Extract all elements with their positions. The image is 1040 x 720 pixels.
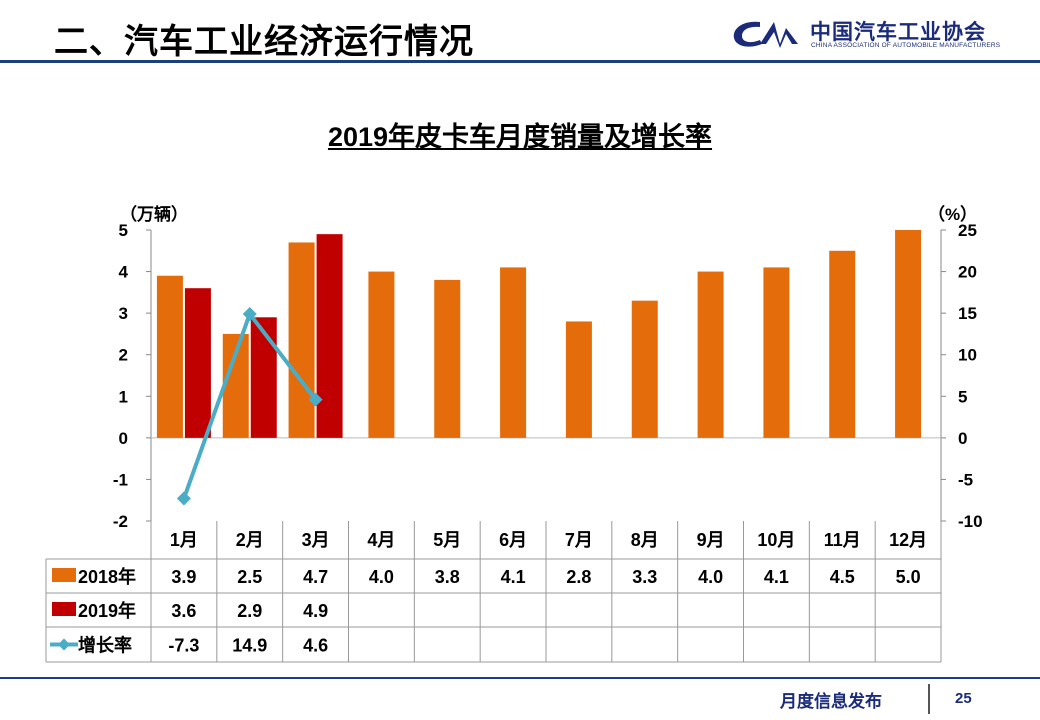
table-value: 14.9 bbox=[232, 636, 267, 656]
header-divider bbox=[0, 60, 1040, 63]
bar-2018 bbox=[763, 267, 790, 438]
table-value: 3.6 bbox=[171, 601, 196, 621]
table-value: 4.0 bbox=[369, 567, 394, 587]
left-tick-label: 2 bbox=[119, 346, 128, 365]
right-axis-unit: （%） bbox=[928, 205, 978, 224]
category-label: 9月 bbox=[697, 530, 725, 550]
table-value: 4.9 bbox=[303, 601, 328, 621]
left-tick-label: 4 bbox=[119, 263, 129, 282]
legend-label: 2019年 bbox=[78, 600, 136, 621]
right-tick-label: -10 bbox=[958, 512, 983, 531]
left-tick-label: 1 bbox=[119, 387, 128, 406]
table-value: 4.1 bbox=[764, 567, 789, 587]
table-value: 4.6 bbox=[303, 636, 328, 656]
right-tick-label: 25 bbox=[958, 221, 977, 240]
table-value: 2.9 bbox=[237, 601, 262, 621]
right-tick-label: 5 bbox=[958, 387, 967, 406]
category-label: 1月 bbox=[170, 530, 198, 550]
left-axis-unit: （万辆） bbox=[120, 205, 188, 224]
bar-2018 bbox=[288, 242, 315, 438]
cam-logo-mark bbox=[733, 21, 798, 48]
right-tick-label: 20 bbox=[958, 263, 977, 282]
table-value: 4.5 bbox=[830, 567, 855, 587]
category-label: 8月 bbox=[631, 530, 659, 550]
left-tick-label: -2 bbox=[113, 512, 128, 531]
legend-label: 2018年 bbox=[78, 566, 136, 587]
footer-text: 月度信息发布 bbox=[780, 692, 882, 711]
bar-2018 bbox=[631, 300, 658, 438]
right-tick-label: 15 bbox=[958, 304, 977, 323]
cam-logo: 中国汽车工业协会 CHINA ASSOCIATION OF AUTOMOBILE… bbox=[730, 14, 1010, 54]
bar-2018 bbox=[500, 267, 527, 438]
footer-separator bbox=[928, 684, 930, 714]
bar-2018 bbox=[829, 250, 856, 438]
table-value: 4.7 bbox=[303, 567, 328, 587]
legend-label: 增长率 bbox=[78, 635, 132, 656]
category-label: 4月 bbox=[367, 530, 395, 550]
logo-chinese-name: 中国汽车工业协会 bbox=[810, 21, 986, 44]
table-value: 2.8 bbox=[566, 567, 591, 587]
table-value: 3.9 bbox=[171, 567, 196, 587]
bar-2019 bbox=[316, 234, 343, 438]
category-label: 2月 bbox=[236, 530, 264, 550]
right-tick-label: -5 bbox=[958, 470, 973, 489]
table-value: -7.3 bbox=[168, 636, 199, 656]
category-label: 3月 bbox=[302, 530, 330, 550]
growth-rate-point bbox=[242, 306, 257, 321]
logo-english-name: CHINA ASSOCIATION OF AUTOMOBILE MANUFACT… bbox=[811, 42, 1001, 49]
bar-2018 bbox=[434, 279, 461, 438]
category-label: 12月 bbox=[889, 530, 927, 550]
bar-2019 bbox=[184, 288, 211, 438]
bar-2018 bbox=[565, 321, 592, 438]
table-value: 4.0 bbox=[698, 567, 723, 587]
legend-key-marker bbox=[58, 638, 70, 651]
footer-divider bbox=[0, 677, 1040, 679]
bar-2018 bbox=[368, 271, 395, 438]
table-value: 3.3 bbox=[632, 567, 657, 587]
growth-rate-point bbox=[308, 392, 323, 407]
table-value: 4.1 bbox=[501, 567, 526, 587]
left-tick-label: 3 bbox=[119, 304, 128, 323]
page-number: 25 bbox=[955, 690, 972, 707]
category-label: 5月 bbox=[433, 530, 461, 550]
left-tick-label: 0 bbox=[119, 429, 128, 448]
page-title: 二、汽车工业经济运行情况 bbox=[54, 23, 474, 61]
legend-key-2019年 bbox=[52, 602, 76, 616]
table-value: 5.0 bbox=[896, 567, 921, 587]
legend-key-2018年 bbox=[52, 568, 76, 582]
category-label: 11月 bbox=[824, 530, 861, 550]
bar-2018 bbox=[697, 271, 724, 438]
chart-title: 2019年皮卡车月度销量及增长率 bbox=[327, 122, 713, 152]
bar-2018 bbox=[895, 230, 922, 438]
category-label: 6月 bbox=[499, 530, 527, 550]
growth-rate-point bbox=[176, 491, 191, 506]
table-value: 2.5 bbox=[237, 567, 262, 587]
bar-2018 bbox=[156, 275, 183, 438]
bar-2019 bbox=[250, 317, 277, 438]
right-tick-label: 10 bbox=[958, 346, 977, 365]
left-tick-label: -1 bbox=[113, 470, 128, 489]
category-label: 7月 bbox=[565, 530, 593, 550]
table-value: 3.8 bbox=[435, 567, 460, 587]
left-tick-label: 5 bbox=[119, 221, 128, 240]
right-tick-label: 0 bbox=[958, 429, 967, 448]
category-label: 10月 bbox=[757, 530, 795, 550]
